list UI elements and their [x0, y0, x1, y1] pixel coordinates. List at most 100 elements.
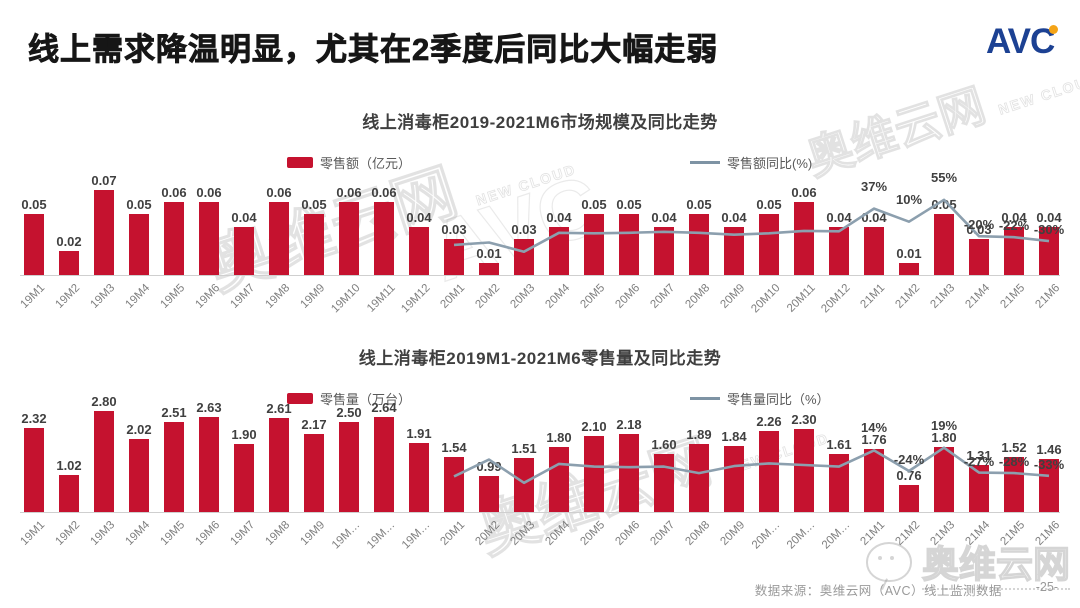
bar-value-label: 0.05 [301, 197, 327, 213]
x-axis-label: 19M8 [263, 282, 293, 311]
chart1-title: 线上消毒柜2019-2021M6市场规模及同比走势 [362, 113, 718, 132]
bar [269, 202, 289, 275]
x-axis-label: 19M… [365, 519, 398, 552]
x-axis-label: 21M3 [928, 519, 958, 548]
x-axis-label: 20M… [750, 519, 783, 552]
x-axis-label: 19M3 [88, 282, 118, 311]
bar [584, 214, 604, 275]
x-axis-line [20, 512, 1060, 513]
bar-value-label: 2.32 [21, 411, 47, 427]
bar [654, 226, 674, 275]
bar-value-label: 0.04 [826, 209, 852, 225]
bar-legend-swatch [287, 157, 313, 168]
chart1-bar-legend: 零售额（亿元） [287, 153, 411, 172]
bar-value-label: 0.05 [686, 197, 712, 213]
bar [94, 190, 114, 275]
slide-title: 线上需求降温明显，尤其在2季度后同比大幅走弱 [28, 32, 719, 68]
x-axis-label: 20M11 [784, 282, 818, 315]
bar [24, 214, 44, 275]
bar [479, 262, 499, 275]
bar-value-label: 1.91 [406, 426, 432, 442]
x-axis-label: 20M3 [508, 282, 538, 311]
bar-value-label: 1.54 [441, 439, 467, 455]
bar [269, 418, 289, 512]
bar [444, 456, 464, 512]
bar-value-label: 0.04 [231, 209, 257, 225]
bar-value-label: 0.06 [791, 185, 817, 201]
bar [1004, 226, 1024, 275]
bar-value-label: 0.03 [511, 221, 537, 237]
x-axis-label: 20M4 [543, 519, 573, 548]
x-axis-label: 19M6 [193, 282, 223, 311]
bar-value-label: 0.04 [406, 209, 432, 225]
x-axis-label: 20M6 [613, 282, 643, 311]
bar-value-label: 0.06 [196, 185, 222, 201]
yoy-percent-label: -20% [963, 217, 995, 233]
bar [619, 214, 639, 275]
x-axis-label: 20M1 [438, 519, 468, 548]
x-axis-label: 19M2 [53, 519, 83, 548]
bar [339, 202, 359, 275]
x-axis-label: 19M10 [329, 282, 363, 316]
bar-value-label: 1.80 [931, 430, 957, 446]
x-axis-label: 19M6 [193, 519, 223, 548]
bar-legend-swatch [287, 393, 313, 404]
chart2-bar-legend: 零售量（万台） [287, 389, 411, 408]
yoy-percent-label: 14% [860, 420, 888, 436]
bar-value-label: 1.84 [721, 428, 747, 444]
bar [829, 454, 849, 512]
x-axis-label: 19M12 [399, 282, 433, 316]
bar-value-label: 2.80 [91, 394, 117, 410]
x-axis-label: 20M7 [648, 519, 678, 548]
bar-value-label: 0.06 [336, 185, 362, 201]
bar [129, 214, 149, 275]
yoy-percent-label: -30% [1033, 222, 1065, 238]
bar [899, 484, 919, 512]
x-axis-label: 19M9 [298, 282, 328, 311]
bar [409, 226, 429, 275]
bar-value-label: 0.06 [266, 185, 292, 201]
bar [164, 202, 184, 275]
bar-value-label: 2.26 [756, 413, 782, 429]
line-legend-swatch [690, 397, 720, 400]
x-axis-label: 19M4 [123, 282, 153, 311]
yoy-percent-label: 19% [930, 417, 958, 433]
bar [584, 436, 604, 512]
bar [724, 445, 744, 512]
data-source-note: 数据来源：奥维云网（AVC）线上监测数据 [754, 584, 1002, 598]
bar [59, 250, 79, 275]
bar-value-label: 0.05 [126, 197, 152, 213]
bar [374, 416, 394, 512]
x-axis-label: 21M2 [893, 519, 923, 548]
bar-value-label: 0.04 [861, 209, 887, 225]
watermark-brand: 奥维云网 NEW CLOUD [199, 155, 579, 304]
bar [654, 454, 674, 512]
bar-value-label: 0.05 [581, 197, 607, 213]
page-number: -25- [1035, 580, 1058, 594]
x-axis-label: 20M… [820, 519, 853, 552]
bar [1039, 459, 1059, 512]
bar-value-label: 0.05 [756, 197, 782, 213]
bar-value-label: 1.80 [546, 430, 572, 446]
x-axis-label: 20M2 [473, 519, 503, 548]
bar [864, 448, 884, 512]
bar [969, 464, 989, 512]
bar [829, 226, 849, 275]
bar [549, 447, 569, 512]
bar-value-label: 2.30 [791, 412, 817, 428]
x-axis-label: 19M7 [228, 519, 258, 548]
x-axis-label: 19M4 [123, 519, 153, 548]
x-axis-label: 19M… [400, 519, 433, 552]
bar [199, 202, 219, 275]
yoy-percent-label: -28% [998, 454, 1030, 470]
bar [759, 214, 779, 275]
bar [129, 439, 149, 512]
x-axis-label: 20M4 [543, 282, 573, 311]
x-axis-label: 20M8 [683, 519, 713, 548]
avc-logo-orange-dot [1049, 25, 1059, 34]
x-axis-label: 21M6 [1033, 519, 1063, 548]
bar-value-label: 0.05 [21, 197, 47, 213]
bar [479, 476, 499, 512]
x-axis-label: 19M3 [88, 519, 118, 548]
